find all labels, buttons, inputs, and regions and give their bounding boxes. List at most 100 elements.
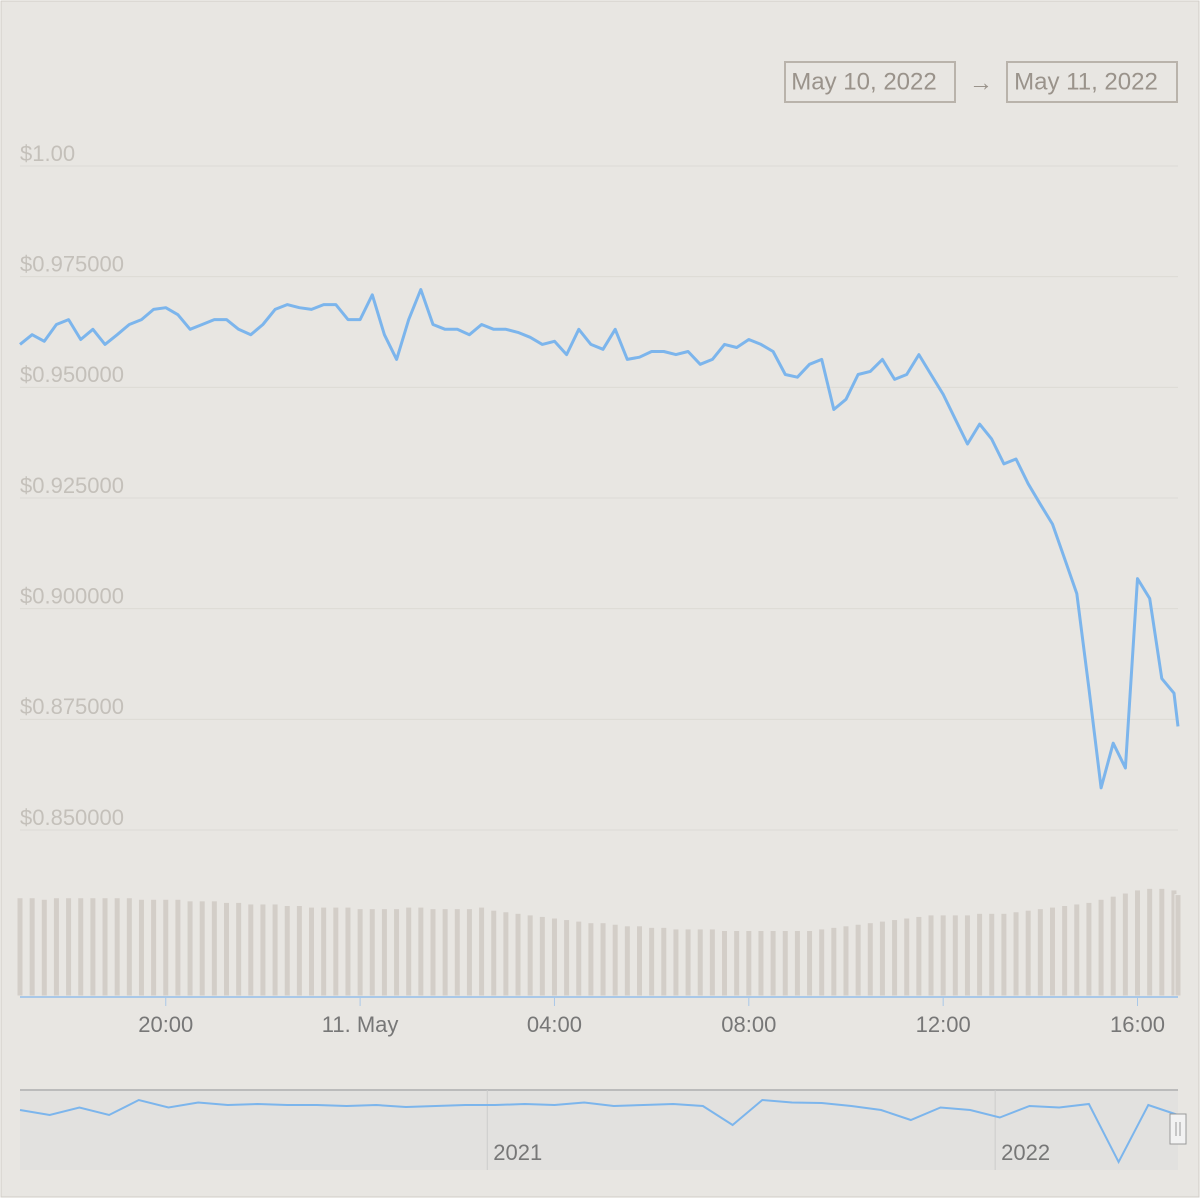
- volume-bar: [550, 917, 558, 997]
- range-to[interactable]: May 11, 2022: [1014, 68, 1158, 95]
- volume-bar: [854, 923, 862, 997]
- volume-bar: [174, 898, 182, 997]
- volume-bar: [283, 905, 291, 997]
- x-tick-label: 16:00: [1110, 1012, 1165, 1037]
- volume-bar: [186, 900, 194, 997]
- volume-bar: [806, 929, 814, 997]
- volume-bar: [405, 906, 413, 997]
- volume-bar: [660, 926, 668, 997]
- volume-bar: [514, 912, 522, 997]
- volume-bar: [866, 922, 874, 997]
- volume-bar: [490, 909, 498, 997]
- volume-bar: [89, 897, 97, 997]
- volume-bar: [745, 929, 753, 997]
- range-from-box[interactable]: [784, 61, 956, 103]
- volume-bar: [1048, 906, 1056, 997]
- volume-bar: [635, 925, 643, 997]
- volume-bar: [1121, 892, 1129, 997]
- volume-bar: [623, 925, 631, 997]
- x-tick-label: 12:00: [916, 1012, 971, 1037]
- volume-bar: [271, 903, 279, 997]
- range-separator: →: [969, 69, 993, 96]
- volume-bar: [1146, 887, 1154, 997]
- volume-bar: [259, 903, 267, 997]
- volume-bar: [1061, 905, 1069, 997]
- navigator-tick-label: 2022: [1001, 1140, 1050, 1165]
- navigator-line: [19, 1098, 1179, 1165]
- volume-bar: [1036, 908, 1044, 997]
- volume-bar: [927, 914, 935, 997]
- volume-bar: [793, 929, 801, 997]
- volume-bar: [976, 912, 984, 997]
- volume-bar: [52, 897, 60, 997]
- volume-bar: [65, 897, 73, 997]
- volume-bar: [903, 917, 911, 997]
- volume-bar: [210, 900, 218, 997]
- volume-bar: [818, 928, 826, 997]
- volume-bar: [1174, 894, 1182, 997]
- volume-bar: [1000, 912, 1008, 997]
- volume-bar: [380, 908, 388, 997]
- volume-bar: [648, 926, 656, 997]
- volume-bar: [672, 928, 680, 997]
- volume-bar: [113, 897, 121, 997]
- range-from[interactable]: May 10, 2022: [791, 68, 936, 95]
- volume-bar: [830, 926, 838, 997]
- x-tick-label: 08:00: [721, 1012, 776, 1037]
- y-tick-label: $0.975000: [20, 251, 124, 276]
- volume-bar: [150, 898, 158, 997]
- volume-bar: [478, 906, 486, 997]
- volume-bar: [842, 925, 850, 997]
- x-tick-label: 20:00: [138, 1012, 193, 1037]
- volume-bar: [429, 908, 437, 997]
- price-line: [19, 288, 1180, 790]
- volume-bar: [757, 929, 765, 997]
- volume-bar: [1109, 895, 1117, 997]
- volume-bar: [963, 914, 971, 997]
- volume-bar: [1158, 887, 1166, 997]
- volume-bar: [40, 898, 48, 997]
- volume-bar: [599, 922, 607, 997]
- volume-bar: [1097, 898, 1105, 997]
- volume-bar: [611, 923, 619, 997]
- x-tick-label: 04:00: [527, 1012, 582, 1037]
- volume-bar: [939, 914, 947, 997]
- volume-bar: [696, 928, 704, 997]
- volume-bar: [721, 929, 729, 997]
- volume-bar: [137, 898, 145, 997]
- volume-bar: [344, 906, 352, 997]
- volume-bar: [247, 903, 255, 997]
- volume-bar: [684, 928, 692, 997]
- volume-bar: [320, 906, 328, 997]
- volume-bar: [368, 908, 376, 997]
- volume-bar: [222, 901, 230, 997]
- volume-bar: [733, 929, 741, 997]
- y-tick-label: $0.900000: [20, 583, 124, 608]
- volume-bar: [235, 901, 243, 997]
- volume-bar: [891, 919, 899, 997]
- y-tick-label: $1.00: [20, 141, 75, 166]
- navigator-handle[interactable]: [1169, 1113, 1187, 1145]
- navigator-tick-label: 2021: [493, 1140, 542, 1165]
- volume-bar: [502, 911, 510, 997]
- volume-bar: [28, 897, 36, 997]
- volume-bar: [575, 920, 583, 997]
- volume-bar: [526, 914, 534, 997]
- volume-bar: [781, 929, 789, 997]
- volume-bar: [708, 928, 716, 997]
- volume-bar: [125, 897, 133, 997]
- volume-bar: [453, 908, 461, 997]
- volume-bar: [1012, 911, 1020, 997]
- volume-bar: [101, 897, 109, 997]
- volume-bar: [198, 900, 206, 997]
- range-to-box[interactable]: [1006, 61, 1178, 103]
- volume-bar: [988, 912, 996, 997]
- volume-bar: [1073, 903, 1081, 997]
- volume-bar: [295, 905, 303, 997]
- y-tick-label: $0.875000: [20, 694, 124, 719]
- volume-bar: [356, 908, 364, 997]
- y-tick-label: $0.950000: [20, 362, 124, 387]
- volume-bar: [563, 919, 571, 997]
- volume-bar: [915, 915, 923, 997]
